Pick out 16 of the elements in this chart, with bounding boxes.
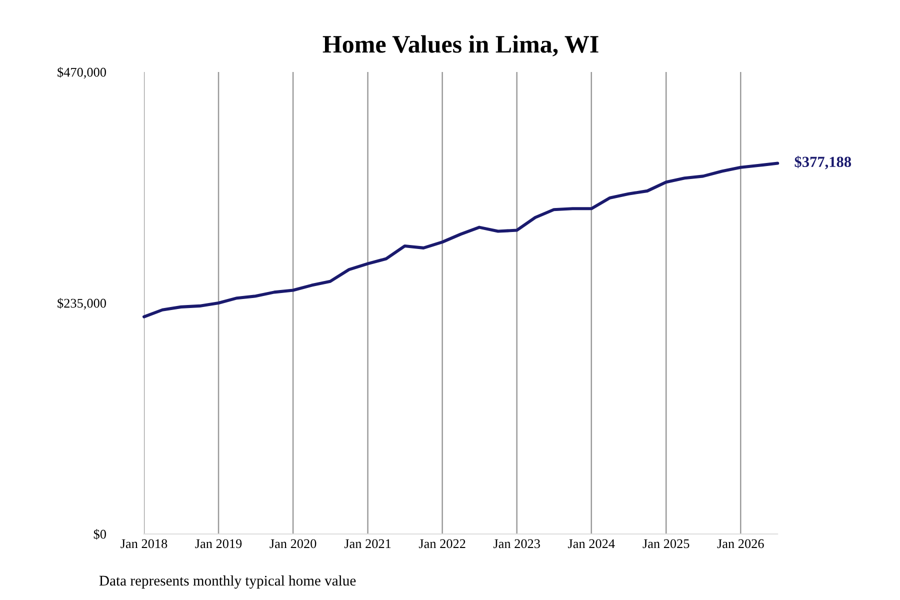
x-tick-label: Jan 2018 xyxy=(120,539,168,548)
y-tick-label: $470,000 xyxy=(58,67,106,79)
x-tick-label: Jan 2022 xyxy=(418,539,466,548)
annotation: $377,188 xyxy=(794,156,852,170)
line-series xyxy=(142,162,780,318)
x-tick-label: Jan 2021 xyxy=(344,539,391,548)
x-tick-label: Jan 2020 xyxy=(270,539,316,548)
x-tick-label: Jan 2023 xyxy=(493,539,540,548)
text: Data represents monthly typical home value xyxy=(99,575,356,589)
x-tick-label: Jan 2025 xyxy=(642,539,690,548)
y-tick-label: $0 xyxy=(94,529,106,540)
x-tick-label: Jan 2026 xyxy=(717,539,764,548)
chart-title: Home Values in Lima, WI xyxy=(322,35,598,56)
x-tick-label: Jan 2019 xyxy=(195,539,242,548)
y-tick-label: $235,000 xyxy=(58,298,106,310)
x-tick-label: Jan 2024 xyxy=(568,539,615,548)
